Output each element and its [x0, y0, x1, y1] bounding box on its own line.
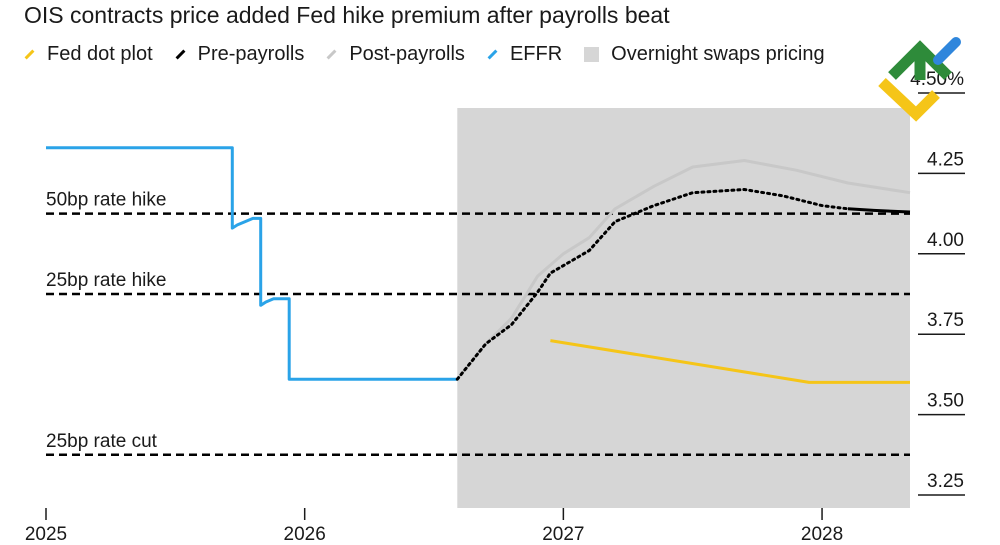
legend-item-overnight-swaps: Overnight swaps pricing [584, 42, 825, 66]
legend-label: Pre-payrolls [197, 42, 305, 65]
y-tick-label: 4.25 [927, 149, 964, 170]
logo-blue-tick-icon [933, 37, 961, 65]
legend-item-fed-dot-plot: Fed dot plot [24, 43, 153, 66]
x-tick-label: 2026 [284, 524, 326, 545]
legend-item-pre-payrolls: Pre-payrolls [175, 42, 305, 66]
logo-yellow-chevron-icon [878, 77, 940, 122]
series-line-post-payrolls [456, 159, 911, 381]
reference-line-label: 25bp rate cut [46, 431, 158, 452]
overnight-swaps-shading [457, 108, 910, 508]
legend: Fed dot plot Pre-payrolls Post-payrolls … [24, 40, 847, 68]
x-tick-label: 2028 [801, 524, 843, 545]
y-tick-label: 3.25 [927, 471, 964, 492]
legend-label: Fed dot plot [47, 42, 153, 65]
series-line-pre-payrolls [847, 207, 911, 214]
legend-label: Post-payrolls [349, 42, 465, 65]
legend-item-post-payrolls: Post-payrolls [326, 43, 465, 66]
series-line-fed-dot-plot [550, 339, 910, 384]
legend-swatch [584, 46, 600, 62]
legend-item-effr: EFFR [487, 43, 562, 66]
series-line-pre-payrolls [455, 188, 850, 381]
y-tick-label: 4.00 [927, 230, 964, 251]
y-tick-label: 3.50 [927, 391, 964, 412]
diamond-checkmark-logo [876, 36, 964, 122]
reference-line-label: 25bp rate hike [46, 270, 166, 291]
chart-title: OIS contracts price added Fed hike premi… [24, 2, 670, 28]
series-line-effr [46, 146, 458, 381]
reference-line-label: 50bp rate hike [46, 190, 166, 211]
legend-label: EFFR [509, 42, 563, 65]
x-tick-label: 2027 [542, 524, 584, 545]
legend-label: Overnight swaps pricing [611, 42, 825, 65]
y-tick-label: 3.75 [927, 310, 964, 331]
x-tick-label: 2025 [25, 524, 67, 545]
